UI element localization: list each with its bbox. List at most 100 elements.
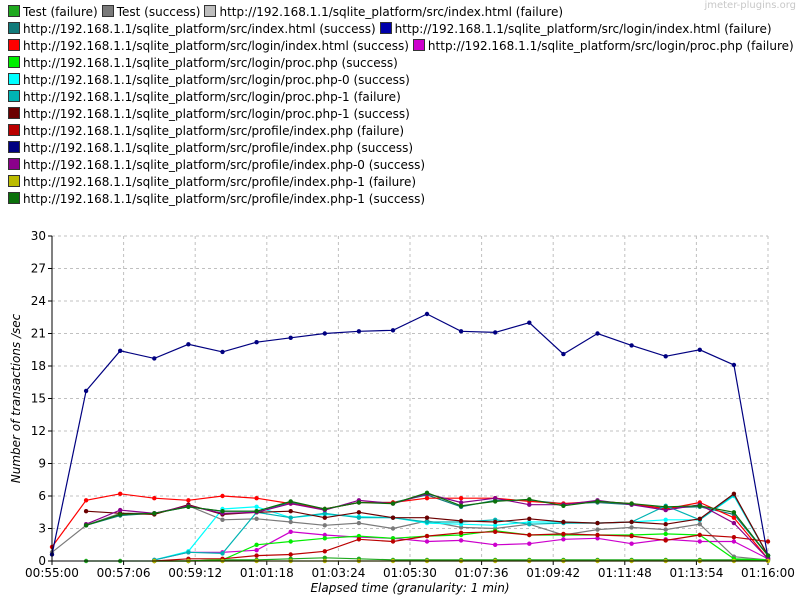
- x-axis-title: Elapsed time (granularity: 1 min): [310, 581, 509, 595]
- y-tick-label: 3: [38, 522, 46, 536]
- data-point: [288, 499, 293, 504]
- legend-label: http://192.168.1.1/sqlite_platform/src/l…: [23, 73, 410, 87]
- data-point: [527, 541, 532, 546]
- data-point: [186, 504, 191, 509]
- series-line: [51, 313, 769, 558]
- data-point: [118, 512, 123, 517]
- legend-label: http://192.168.1.1/sqlite_platform/src/p…: [23, 175, 417, 189]
- data-point: [561, 519, 566, 525]
- data-point: [458, 530, 464, 535]
- data-point: [424, 496, 430, 501]
- data-point: [697, 503, 702, 508]
- data-point: [390, 539, 396, 544]
- data-point: [731, 515, 737, 520]
- data-point: [254, 504, 259, 509]
- data-point: [322, 555, 327, 560]
- data-point: [595, 536, 600, 541]
- data-point: [118, 348, 123, 353]
- data-point: [322, 331, 327, 336]
- data-point: [663, 354, 668, 359]
- data-point: [663, 504, 668, 509]
- data-point: [390, 328, 396, 333]
- series: [83, 490, 771, 558]
- data-point: [493, 499, 498, 504]
- data-point: [322, 532, 327, 538]
- data-point: [390, 526, 396, 531]
- data-point: [356, 533, 362, 539]
- data-point: [356, 520, 362, 526]
- data-point: [527, 522, 532, 527]
- data-point: [493, 529, 498, 534]
- data-point: [424, 539, 430, 544]
- legend-item: http://192.168.1.1/sqlite_platform/src/p…: [8, 157, 425, 174]
- data-point: [322, 511, 327, 516]
- series-layer: [49, 311, 771, 564]
- data-point: [390, 501, 396, 506]
- data-point: [629, 541, 634, 546]
- legend-swatch: [8, 192, 20, 204]
- data-point: [663, 527, 668, 532]
- data-point: [595, 331, 600, 336]
- data-point: [83, 498, 89, 503]
- data-point: [220, 551, 225, 556]
- x-tick-label: 00:55:00: [25, 566, 79, 580]
- legend-item: http://192.168.1.1/sqlite_platform/src/p…: [8, 191, 425, 208]
- data-point: [561, 537, 566, 542]
- data-point: [697, 347, 702, 352]
- data-point: [493, 330, 498, 335]
- data-point: [527, 516, 532, 521]
- data-point: [288, 515, 293, 520]
- legend-item: Test (failure): [8, 4, 98, 21]
- data-point: [83, 523, 89, 528]
- data-point: [220, 509, 225, 514]
- y-tick-label: 6: [38, 489, 46, 503]
- data-point: [254, 340, 259, 345]
- data-point: [424, 311, 430, 317]
- data-point: [288, 552, 293, 557]
- legend-item: http://192.168.1.1/sqlite_platform/src/p…: [8, 174, 416, 191]
- data-point: [629, 501, 634, 506]
- legend-label: http://192.168.1.1/sqlite_platform/src/i…: [219, 5, 564, 19]
- data-point: [220, 517, 225, 522]
- data-point: [322, 515, 327, 520]
- y-tick-label: 18: [31, 359, 46, 373]
- data-point: [356, 515, 362, 520]
- data-point: [527, 502, 532, 507]
- x-tick-label: 01:01:18: [240, 566, 294, 580]
- data-point: [254, 516, 259, 521]
- y-tick-label: 15: [31, 392, 46, 406]
- data-point: [356, 510, 362, 515]
- data-point: [697, 539, 702, 544]
- data-point: [765, 539, 771, 544]
- y-tick-label: 30: [31, 229, 46, 243]
- data-point: [288, 509, 293, 514]
- data-point: [288, 335, 293, 340]
- chart-legend: Test (failure) Test (success) http://192.1…: [8, 4, 798, 208]
- data-point: [322, 506, 327, 512]
- y-tick-label: 24: [31, 294, 46, 308]
- data-point: [390, 536, 396, 541]
- data-point: [731, 362, 737, 368]
- data-point: [458, 518, 464, 524]
- legend-swatch: [8, 141, 20, 153]
- legend-swatch: [8, 22, 20, 34]
- data-point: [322, 549, 327, 554]
- legend-label: http://192.168.1.1/sqlite_platform/src/p…: [23, 158, 426, 172]
- data-point: [493, 519, 498, 525]
- legend-label: http://192.168.1.1/sqlite_platform/src/l…: [427, 39, 794, 53]
- legend-item: http://192.168.1.1/sqlite_platform/src/i…: [204, 4, 563, 21]
- data-point: [697, 522, 702, 527]
- legend-label: http://192.168.1.1/sqlite_platform/src/l…: [23, 90, 401, 104]
- data-point: [663, 538, 668, 543]
- legend-swatch: [8, 175, 20, 187]
- data-point: [458, 500, 464, 505]
- data-point: [254, 548, 259, 553]
- data-point: [390, 515, 396, 520]
- legend-label: http://192.168.1.1/sqlite_platform/src/i…: [23, 22, 376, 36]
- y-tick-label: 27: [31, 262, 46, 276]
- legend-swatch: [8, 124, 20, 136]
- data-point: [356, 500, 362, 505]
- x-tick-label: 01:11:48: [598, 566, 652, 580]
- x-tick-label: 00:57:06: [97, 566, 151, 580]
